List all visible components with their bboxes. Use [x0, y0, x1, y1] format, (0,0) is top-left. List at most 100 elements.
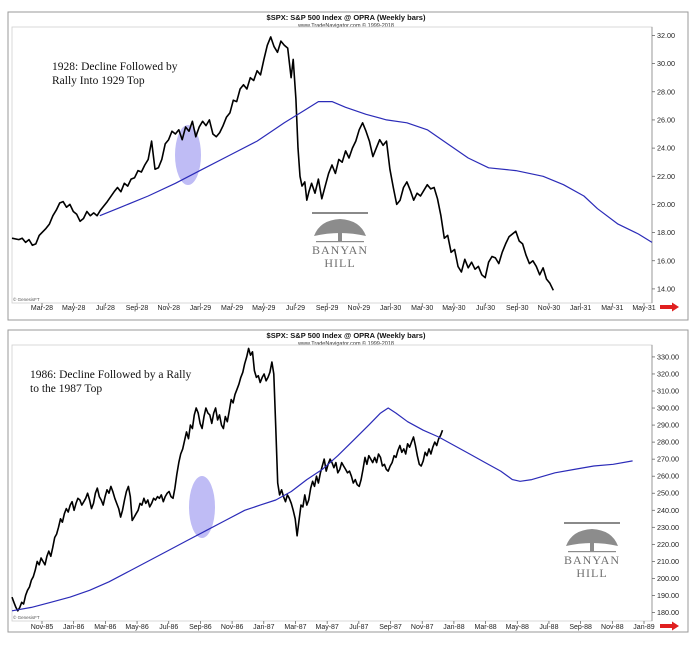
x-tick-label: Jan-88 [443, 624, 465, 631]
copyright-text: © GenesisFT [13, 614, 40, 620]
x-tick-label: Jul-29 [286, 305, 305, 312]
y-tick-label: 220.00 [657, 540, 679, 549]
x-tick-label: Jul-88 [539, 624, 558, 631]
x-tick-label: May-28 [62, 305, 85, 312]
y-tick-label: 24.00 [657, 144, 675, 153]
x-tick-label: Jan-86 [63, 624, 85, 631]
chart-panel-2: $SPX: S&P 500 Index @ OPRA (Weekly bars)… [7, 329, 689, 633]
x-tick-label: May-29 [252, 305, 275, 312]
price-line [11, 36, 555, 291]
x-tick-label: Jul-30 [476, 305, 495, 312]
x-tick-label: Jul-87 [349, 624, 368, 631]
price-line [11, 347, 444, 612]
x-tick-label: Jan-30 [380, 305, 402, 312]
y-tick-label: 310.00 [657, 387, 679, 396]
x-tick-label: May-86 [125, 624, 148, 631]
y-tick-label: 180.00 [657, 608, 679, 617]
x-tick-label: May-88 [506, 624, 529, 631]
y-tick-label: 32.00 [657, 31, 675, 40]
x-tick-label: Mar-31 [601, 305, 623, 312]
y-tick-label: 200.00 [657, 574, 679, 583]
tree-canopy-icon [566, 529, 618, 546]
y-tick-label: 230.00 [657, 523, 679, 532]
x-tick-label: Mar-88 [474, 624, 496, 631]
x-tick-label: Sep-30 [506, 305, 529, 312]
y-tick-label: 330.00 [657, 352, 679, 361]
chart-subheader: www.TradeNavigator.com © 1999-2018 [297, 340, 394, 347]
chart-subheader: www.TradeNavigator.com © 1999-2018 [297, 22, 394, 29]
y-tick-label: 30.00 [657, 59, 675, 68]
annotation-line: 1986: Decline Followed by a Rally [30, 369, 192, 381]
y-tick-label: 320.00 [657, 369, 679, 378]
logo-text-line1: BANYAN [564, 553, 620, 567]
x-tick-label: Jul-86 [159, 624, 178, 631]
x-tick-label: May-31 [632, 305, 655, 312]
panel-frame [7, 11, 689, 321]
x-tick-label: Jul-28 [96, 305, 115, 312]
logo-text-line2: HILL [576, 566, 607, 580]
x-tick-label: Mar-28 [31, 305, 53, 312]
x-tick-label: Nov-29 [348, 305, 371, 312]
y-tick-label: 280.00 [657, 438, 679, 447]
x-tick-label: Jan-29 [190, 305, 212, 312]
y-tick-label: 14.00 [657, 284, 675, 293]
x-tick-label: May-87 [315, 624, 338, 631]
copyright-text: © GenesisFT [13, 296, 40, 302]
y-tick-label: 22.00 [657, 172, 675, 181]
y-tick-label: 190.00 [657, 591, 679, 600]
scroll-right-arrow-icon [660, 621, 679, 631]
y-tick-label: 300.00 [657, 404, 679, 413]
chart-panel-1: $SPX: S&P 500 Index @ OPRA (Weekly bars)… [7, 11, 689, 321]
x-tick-label: Sep-87 [379, 624, 402, 631]
x-tick-label: Jan-87 [253, 624, 275, 631]
logo-text-line2: HILL [324, 256, 355, 270]
chart-header: $SPX: S&P 500 Index @ OPRA (Weekly bars) [267, 331, 426, 340]
logo-ground [568, 551, 616, 553]
logo-rule [312, 212, 368, 214]
y-tick-label: 16.00 [657, 256, 675, 265]
tree-trunk-icon [590, 542, 594, 552]
x-tick-label: Nov-30 [538, 305, 561, 312]
y-tick-label: 210.00 [657, 557, 679, 566]
logo-rule [564, 522, 620, 524]
x-tick-label: Mar-30 [411, 305, 433, 312]
x-tick-label: Sep-28 [126, 305, 149, 312]
x-tick-label: Mar-86 [94, 624, 116, 631]
x-tick-label: Mar-87 [284, 624, 306, 631]
x-tick-label: Jan-89 [633, 624, 655, 631]
x-tick-label: Nov-87 [411, 624, 434, 631]
highlight-ellipse [189, 476, 215, 538]
y-tick-label: 260.00 [657, 472, 679, 481]
x-tick-label: Mar-29 [221, 305, 243, 312]
annotation-line: to the 1987 Top [30, 383, 102, 395]
y-tick-label: 270.00 [657, 455, 679, 464]
x-tick-label: May-30 [442, 305, 465, 312]
annotation-line: 1928: Decline Followed by [52, 61, 178, 73]
x-tick-label: Jan-31 [570, 305, 592, 312]
tree-trunk-icon [338, 232, 342, 242]
scroll-right-arrow-icon [660, 302, 679, 312]
moving-average-line [99, 101, 653, 243]
x-tick-label: Sep-86 [189, 624, 212, 631]
tree-canopy-icon [314, 219, 366, 236]
y-tick-label: 28.00 [657, 87, 675, 96]
x-tick-label: Nov-28 [157, 305, 180, 312]
y-tick-label: 26.00 [657, 115, 675, 124]
y-tick-label: 18.00 [657, 228, 675, 237]
y-tick-label: 240.00 [657, 506, 679, 515]
logo-ground [316, 241, 364, 243]
y-tick-label: 250.00 [657, 489, 679, 498]
x-tick-label: Nov-85 [31, 624, 54, 631]
y-tick-label: 290.00 [657, 421, 679, 430]
moving-average-line [11, 407, 633, 612]
x-tick-label: Nov-86 [221, 624, 244, 631]
chart-header: $SPX: S&P 500 Index @ OPRA (Weekly bars) [267, 13, 426, 22]
panel-frame [7, 329, 689, 633]
logo-text-line1: BANYAN [312, 243, 368, 257]
x-tick-label: Sep-88 [569, 624, 592, 631]
x-tick-label: Sep-29 [316, 305, 339, 312]
annotation-line: Rally Into 1929 Top [52, 75, 145, 87]
y-tick-label: 20.00 [657, 200, 675, 209]
